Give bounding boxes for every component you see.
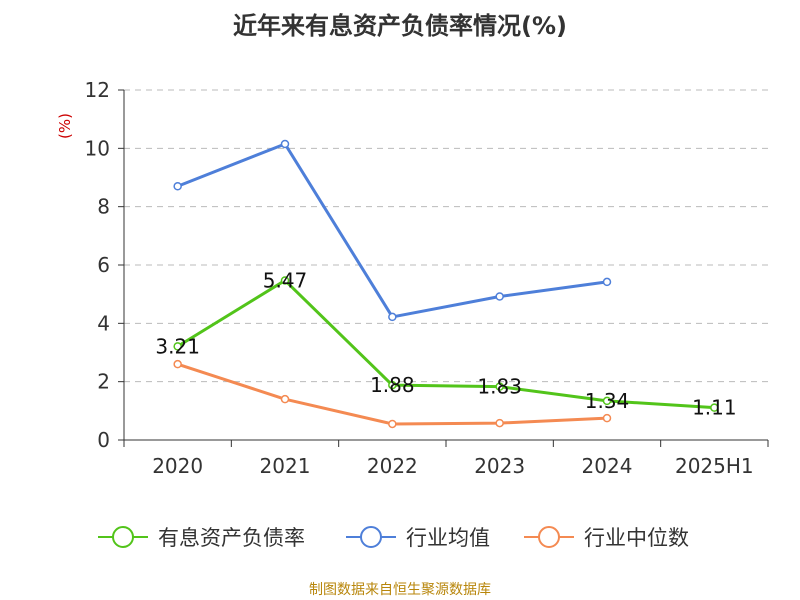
y-tick-label: 2 xyxy=(97,370,110,394)
x-tick-label: 2022 xyxy=(367,454,418,478)
data-label: 1.88 xyxy=(370,373,415,397)
data-label: 5.47 xyxy=(263,268,308,292)
legend-label: 行业中位数 xyxy=(584,526,689,550)
data-point xyxy=(280,139,290,149)
data-label: 1.83 xyxy=(477,375,522,399)
data-point xyxy=(280,394,290,404)
legend-marker xyxy=(360,526,382,548)
grid-lines xyxy=(124,89,768,383)
data-label: 1.34 xyxy=(585,389,630,413)
y-tick-label: 0 xyxy=(97,428,110,452)
y-tick-label: 10 xyxy=(85,136,110,160)
y-tick-label: 6 xyxy=(97,253,110,277)
data-point xyxy=(495,382,504,391)
source-note: 制图数据来自恒生聚源数据库 xyxy=(309,582,491,598)
data-point xyxy=(602,396,612,406)
data-point xyxy=(602,413,612,423)
legend: 有息资产负债率 行业均值 行业中位数 xyxy=(98,526,689,550)
x-tick-label: 2021 xyxy=(260,454,311,478)
data-point xyxy=(388,419,397,429)
legend-marker xyxy=(538,526,560,548)
x-tick-label: 2025H1 xyxy=(675,454,754,478)
data-point xyxy=(495,292,504,301)
series-line xyxy=(176,278,715,410)
chart-title: 近年来有息资产负债率情况(%) xyxy=(233,12,567,40)
x-tick-labels: 2020 2021 2022 2023 2024 2025H1 xyxy=(152,454,753,478)
data-labels: 3.21 5.47 1.88 1.83 1.34 1.11 xyxy=(155,268,736,419)
data-point xyxy=(280,276,290,285)
data-point xyxy=(710,403,719,412)
series-line xyxy=(177,142,608,319)
data-point xyxy=(173,359,182,369)
x-tick-label: 2024 xyxy=(582,454,633,478)
data-point xyxy=(388,312,397,322)
series-group xyxy=(173,139,719,429)
x-tick-label: 2020 xyxy=(152,454,203,478)
data-point xyxy=(173,182,182,191)
y-tick-labels: 0 2 4 6 8 10 12 xyxy=(85,78,110,452)
data-label: 3.21 xyxy=(155,334,200,358)
legend-label: 有息资产负债率 xyxy=(158,526,305,550)
y-axis-label: (%) xyxy=(56,113,74,139)
axes xyxy=(118,89,769,447)
x-tick-label: 2023 xyxy=(474,454,525,478)
y-tick-label: 4 xyxy=(97,311,110,335)
legend-label: 行业均值 xyxy=(406,526,490,550)
y-tick-label: 12 xyxy=(85,78,110,102)
data-point xyxy=(495,418,504,428)
data-point xyxy=(173,342,182,351)
data-label: 1.11 xyxy=(692,396,737,420)
data-point xyxy=(388,380,397,390)
data-point xyxy=(602,277,612,287)
legend-marker xyxy=(112,526,134,548)
y-tick-label: 8 xyxy=(97,195,110,219)
